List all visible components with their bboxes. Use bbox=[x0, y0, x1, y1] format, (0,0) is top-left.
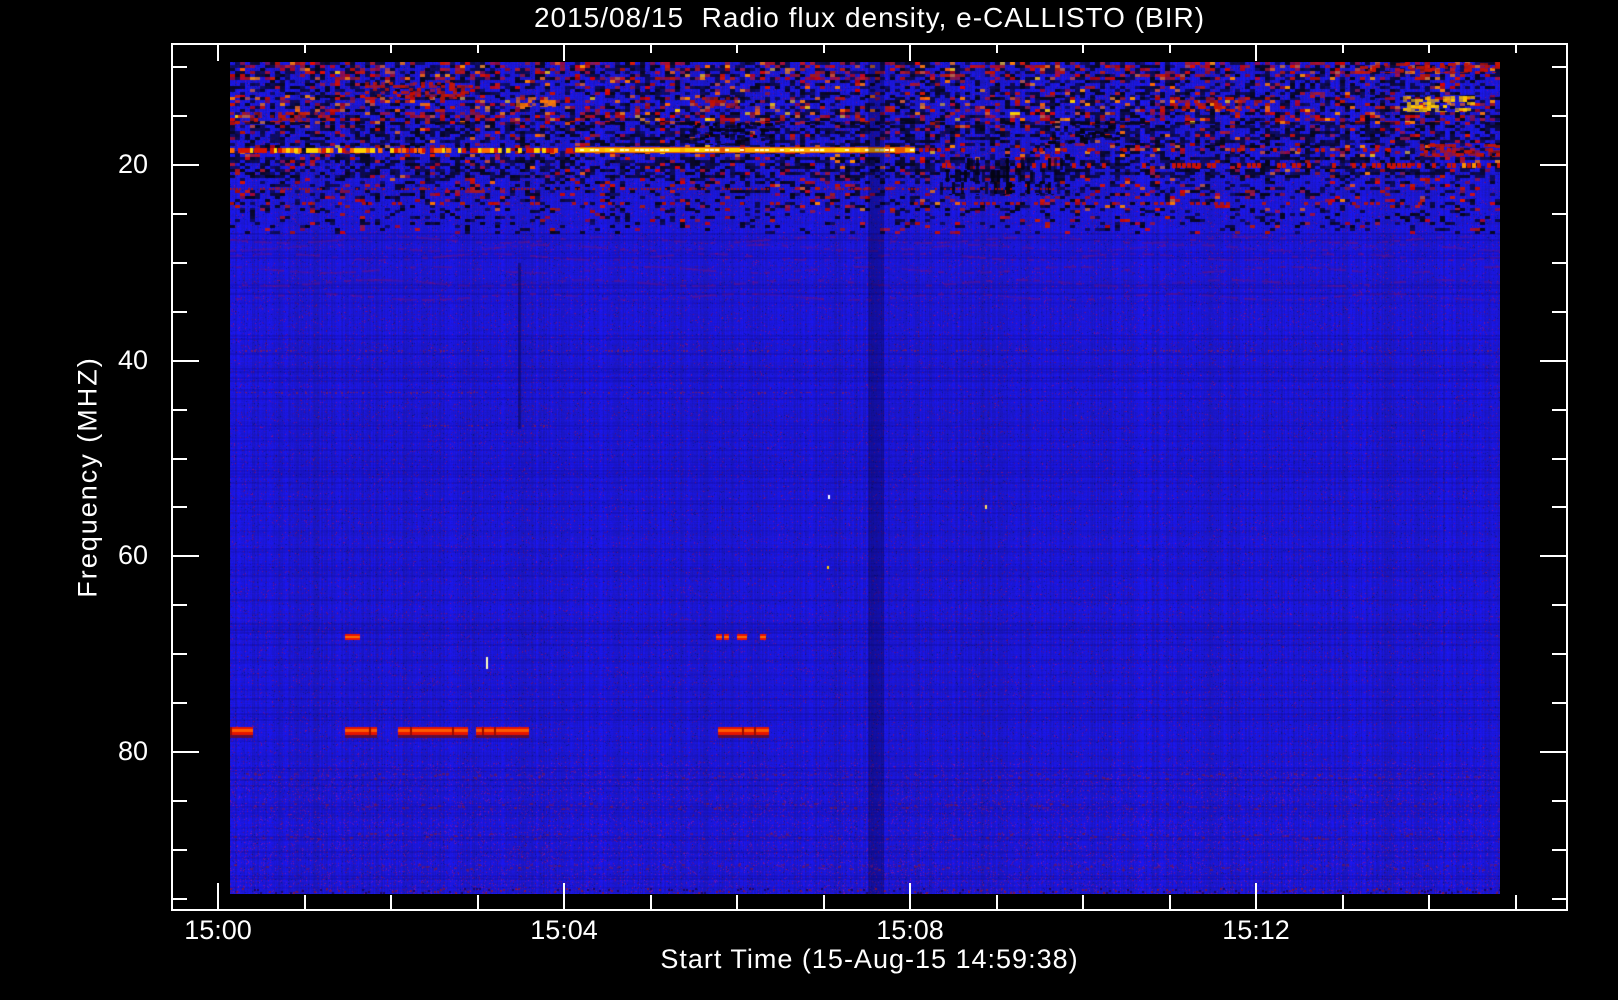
y-axis-minor-tick bbox=[1552, 849, 1566, 851]
x-axis-major-tick bbox=[217, 883, 219, 909]
y-axis-major-tick bbox=[173, 751, 199, 753]
x-axis-major-tick bbox=[563, 45, 565, 61]
plot-title: 2015/08/15 Radio flux density, e-CALLIST… bbox=[533, 2, 1206, 33]
plot-frame bbox=[171, 43, 1568, 911]
x-tick-label: 15:00 bbox=[184, 915, 252, 945]
x-axis-major-tick bbox=[563, 883, 565, 909]
y-axis-minor-tick bbox=[173, 702, 187, 704]
x-axis-minor-tick bbox=[1169, 45, 1171, 53]
y-axis-minor-tick bbox=[1552, 66, 1566, 68]
x-axis-minor-tick bbox=[477, 895, 479, 909]
y-axis-minor-tick bbox=[173, 458, 187, 460]
x-axis-minor-tick bbox=[1082, 895, 1084, 909]
x-axis-minor-tick bbox=[650, 895, 652, 909]
y-axis-minor-tick bbox=[173, 898, 187, 900]
x-axis-minor-tick bbox=[304, 45, 306, 53]
y-axis-minor-tick bbox=[1552, 115, 1566, 117]
x-axis-minor-tick bbox=[650, 45, 652, 53]
y-axis-minor-tick bbox=[173, 604, 187, 606]
x-axis-minor-tick bbox=[736, 895, 738, 909]
x-axis-major-tick bbox=[1255, 45, 1257, 61]
y-axis-major-tick bbox=[173, 164, 199, 166]
y-axis-minor-tick bbox=[173, 653, 187, 655]
y-axis-major-tick bbox=[1540, 751, 1566, 753]
spectrogram-canvas bbox=[230, 62, 1500, 894]
y-axis-minor-tick bbox=[1552, 262, 1566, 264]
x-axis-minor-tick bbox=[1342, 45, 1344, 53]
y-axis-minor-tick bbox=[1552, 311, 1566, 313]
y-axis-minor-tick bbox=[1552, 604, 1566, 606]
x-axis-minor-tick bbox=[823, 895, 825, 909]
y-axis-minor-tick bbox=[1552, 458, 1566, 460]
x-axis-minor-tick bbox=[1428, 45, 1430, 53]
y-tick-label: 60 bbox=[117, 540, 148, 570]
x-axis-minor-tick bbox=[736, 45, 738, 53]
x-axis-title: Start Time (15-Aug-15 14:59:38) bbox=[660, 944, 1079, 974]
y-axis-minor-tick bbox=[1552, 702, 1566, 704]
y-axis-minor-tick bbox=[1552, 213, 1566, 215]
y-axis-minor-tick bbox=[1552, 898, 1566, 900]
x-axis-minor-tick bbox=[1169, 895, 1171, 909]
x-tick-label: 15:12 bbox=[1222, 915, 1290, 945]
y-axis-minor-tick bbox=[173, 115, 187, 117]
x-axis-minor-tick bbox=[996, 895, 998, 909]
y-axis-minor-tick bbox=[173, 849, 187, 851]
x-axis-major-tick bbox=[217, 45, 219, 61]
y-axis-minor-tick bbox=[173, 506, 187, 508]
x-axis-major-tick bbox=[909, 883, 911, 909]
x-axis-minor-tick bbox=[390, 895, 392, 909]
y-axis-major-tick bbox=[173, 555, 199, 557]
x-axis-minor-tick bbox=[1082, 45, 1084, 53]
y-axis-minor-tick bbox=[173, 800, 187, 802]
y-axis-minor-tick bbox=[173, 311, 187, 313]
y-axis-minor-tick bbox=[1552, 800, 1566, 802]
x-tick-label: 15:04 bbox=[530, 915, 598, 945]
y-tick-label: 40 bbox=[117, 345, 148, 375]
x-axis-minor-tick bbox=[477, 45, 479, 53]
x-tick-label: 15:08 bbox=[876, 915, 944, 945]
y-axis-major-tick bbox=[1540, 555, 1566, 557]
x-axis-minor-tick bbox=[1515, 895, 1517, 909]
y-axis-major-tick bbox=[1540, 164, 1566, 166]
y-axis-major-tick bbox=[173, 360, 199, 362]
y-axis-minor-tick bbox=[173, 409, 187, 411]
x-axis-minor-tick bbox=[996, 45, 998, 53]
y-axis-minor-tick bbox=[1552, 409, 1566, 411]
y-tick-label: 20 bbox=[117, 149, 148, 179]
x-axis-minor-tick bbox=[1428, 895, 1430, 909]
x-axis-minor-tick bbox=[1515, 45, 1517, 53]
x-axis-minor-tick bbox=[1342, 895, 1344, 909]
x-axis-minor-tick bbox=[823, 45, 825, 53]
y-axis-minor-tick bbox=[1552, 653, 1566, 655]
y-tick-label: 80 bbox=[117, 736, 148, 766]
x-axis-major-tick bbox=[1255, 883, 1257, 909]
y-axis-major-tick bbox=[1540, 360, 1566, 362]
y-axis-minor-tick bbox=[1552, 506, 1566, 508]
x-axis-major-tick bbox=[909, 45, 911, 61]
y-axis-minor-tick bbox=[173, 213, 187, 215]
y-axis-minor-tick bbox=[173, 262, 187, 264]
x-axis-minor-tick bbox=[304, 895, 306, 909]
y-axis-minor-tick bbox=[173, 66, 187, 68]
x-axis-minor-tick bbox=[390, 45, 392, 53]
